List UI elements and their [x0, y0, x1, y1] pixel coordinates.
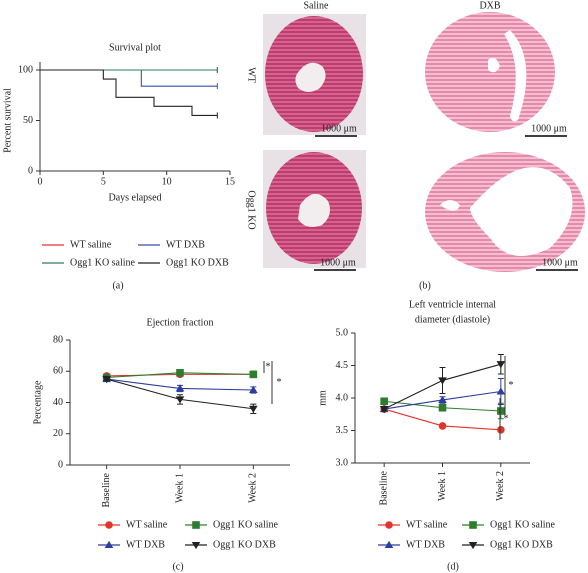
marker: [438, 377, 447, 385]
y-tick-label: 80: [53, 334, 63, 345]
y-axis-label: Percentage: [32, 380, 43, 424]
marker: [438, 395, 447, 403]
chart-title: Survival plot: [109, 42, 161, 53]
x-axis-label: Days elapsed: [108, 192, 161, 203]
panel-label: (d): [447, 561, 459, 572]
marker: [249, 385, 258, 394]
x-tick-label: Baseline: [378, 470, 389, 505]
legend: WT saline WT DXB Ogg1 KO saline Ogg1 KO DXB: [42, 239, 229, 268]
marker: [384, 540, 394, 549]
marker: [497, 407, 505, 415]
marker: [469, 521, 477, 529]
marker: [438, 422, 447, 430]
histology: [263, 12, 585, 272]
legend-label: WT DXB: [406, 539, 445, 550]
marker: [468, 541, 478, 550]
x-tick-label: 5: [101, 176, 106, 187]
marker: [496, 361, 506, 369]
legend-label: Ogg1 KO DXB: [166, 257, 229, 268]
y-tick-label: 40: [53, 397, 63, 408]
legend-label: WT saline: [126, 519, 168, 530]
x-tick-label: Week 1: [437, 471, 448, 501]
legend: WT saline Ogg1 KO saline WT DXB Ogg1 KO DXB: [378, 519, 556, 550]
row-label: Ogg1 KO: [246, 190, 257, 229]
marker: [380, 397, 388, 406]
chart-title: Left ventricle internal: [409, 299, 496, 310]
legend-label: Ogg1 KO DXB: [490, 539, 553, 550]
y-axis-label: mm: [317, 390, 328, 406]
scale-label: 1000 μm: [320, 257, 356, 268]
x-tick-label: 0: [38, 176, 43, 187]
significance-label: *: [504, 413, 509, 424]
marker: [176, 369, 184, 377]
scale-label: 1000 μm: [542, 257, 578, 268]
marker: [191, 541, 201, 550]
legend-label: Ogg1 KO saline: [70, 257, 136, 268]
x-tick-label: Week 2: [248, 473, 259, 503]
panel-label: (c): [172, 561, 183, 572]
significance-label: *: [509, 380, 514, 391]
chart-title: diameter (diastole): [415, 314, 490, 325]
y-tick-label: 50: [23, 115, 33, 126]
y-tick-label: 5.0: [336, 327, 349, 338]
x-tick-label: Week 1: [174, 473, 185, 503]
marker: [102, 376, 111, 384]
scale-label: 1000 μm: [531, 123, 567, 134]
legend-label: WT saline: [70, 239, 112, 250]
scale-label: 1000 μm: [321, 123, 357, 134]
y-tick-label: 100: [18, 64, 33, 75]
legend-label: WT DXB: [126, 539, 165, 550]
legend-label: WT DXB: [166, 239, 205, 250]
marker: [249, 405, 258, 413]
marker: [175, 396, 185, 404]
column-label: DXB: [479, 0, 500, 11]
chart-title: Ejection fraction: [147, 317, 214, 328]
panel-label: (a): [112, 280, 123, 291]
marker: [438, 403, 447, 412]
y-tick-label: 4.5: [336, 360, 349, 371]
x-tick-label: 15: [225, 176, 235, 187]
x-tick-label: Week 2: [495, 471, 506, 501]
legend: WT saline Ogg1 KO saline WT DXB Ogg1 KO DXB: [98, 519, 279, 550]
marker: [385, 521, 393, 529]
marker: [249, 370, 258, 379]
survival-line: [40, 69, 218, 116]
x-tick-label: Baseline: [101, 472, 112, 507]
legend-label: Ogg1 KO DXB: [213, 539, 276, 550]
y-tick-label: 0: [58, 459, 63, 470]
legend-label: Ogg1 KO saline: [490, 519, 556, 530]
row-label: WT: [246, 67, 257, 83]
y-tick-label: 4.0: [336, 392, 349, 403]
marker: [497, 426, 505, 434]
legend-label: WT saline: [406, 519, 448, 530]
marker: [105, 521, 113, 529]
panel-label: (b): [419, 280, 431, 291]
y-tick-label: 3.0: [336, 457, 349, 468]
y-tick-label: 0: [28, 165, 33, 176]
marker: [192, 521, 200, 529]
y-tick-label: 60: [53, 366, 63, 377]
survival-line: [40, 69, 218, 87]
marker: [175, 384, 185, 392]
x-tick-label: 10: [162, 176, 172, 187]
significance-label: *: [266, 361, 271, 372]
marker: [104, 540, 114, 549]
y-tick-label: 20: [53, 428, 63, 439]
y-axis-label: Percent survival: [2, 88, 13, 153]
legend-label: Ogg1 KO saline: [213, 519, 279, 530]
column-label: Saline: [304, 0, 330, 11]
marker: [496, 387, 506, 395]
significance-label: *: [277, 377, 282, 388]
marker: [379, 406, 389, 414]
y-tick-label: 3.5: [336, 425, 349, 436]
